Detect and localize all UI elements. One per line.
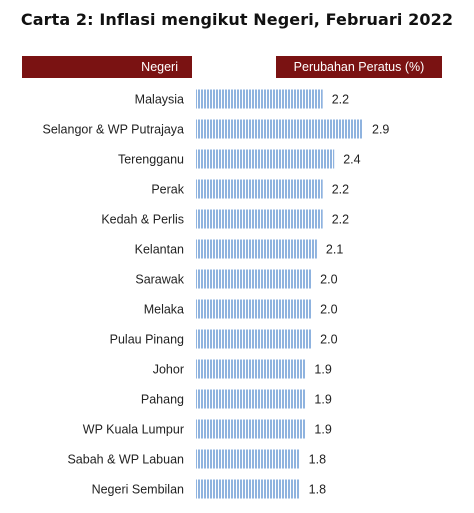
category-label: Selangor & WP Putrajaya — [42, 123, 184, 137]
category-label: WP Kuala Lumpur — [83, 423, 184, 437]
bar — [196, 389, 306, 409]
value-label: 1.9 — [314, 423, 331, 437]
category-label: Perak — [151, 183, 184, 197]
category-label: Sarawak — [135, 273, 184, 287]
value-label: 2.4 — [343, 153, 360, 167]
category-label: Kedah & Perlis — [101, 213, 184, 227]
bar — [196, 479, 300, 499]
category-label: Melaka — [144, 303, 184, 317]
value-label: 2.0 — [320, 273, 337, 287]
bar — [196, 329, 312, 349]
value-label: 2.0 — [320, 303, 337, 317]
bar — [196, 119, 363, 139]
bar — [196, 449, 300, 469]
bar — [196, 209, 323, 229]
bar — [196, 269, 312, 289]
category-label: Pulau Pinang — [110, 333, 184, 347]
value-label: 2.2 — [332, 183, 349, 197]
value-label: 1.8 — [309, 483, 326, 497]
bar — [196, 299, 312, 319]
category-label: Kelantan — [135, 243, 184, 257]
bar — [196, 419, 306, 439]
category-label: Negeri Sembilan — [92, 483, 184, 497]
value-label: 1.9 — [314, 393, 331, 407]
value-label: 1.9 — [314, 363, 331, 377]
bar — [196, 239, 317, 259]
chart-title: Carta 2: Inflasi mengikut Negeri, Februa… — [20, 10, 454, 29]
value-label: 2.0 — [320, 333, 337, 347]
category-label: Pahang — [141, 393, 184, 407]
category-label: Sabah & WP Labuan — [67, 453, 184, 467]
category-label: Johor — [153, 363, 184, 377]
bar — [196, 179, 323, 199]
category-label: Malaysia — [135, 93, 184, 107]
bar — [196, 359, 306, 379]
value-label: 2.9 — [372, 123, 389, 137]
category-column-header: Negeri — [22, 56, 192, 78]
value-label: 2.1 — [326, 243, 343, 257]
value-column-header: Perubahan Peratus (%) — [276, 56, 442, 78]
bar — [196, 89, 323, 109]
value-label: 2.2 — [332, 213, 349, 227]
bar — [196, 149, 335, 169]
category-label: Terengganu — [118, 153, 184, 167]
value-label: 2.2 — [332, 93, 349, 107]
value-label: 1.8 — [309, 453, 326, 467]
